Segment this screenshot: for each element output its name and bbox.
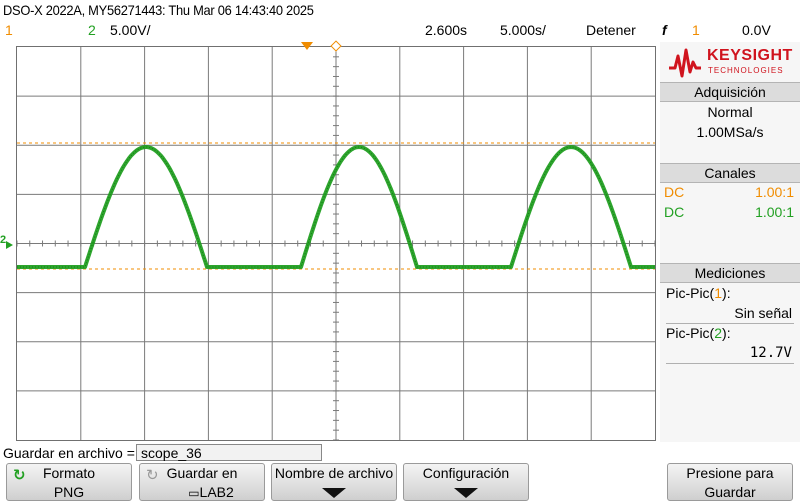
press-to-save-softkey[interactable]: Presione para Guardar — [667, 463, 793, 501]
measurement-1-value: Sin señal — [734, 305, 792, 321]
trigger-position-marker-icon[interactable] — [301, 42, 313, 50]
time-scale: 5.000s/ — [500, 22, 546, 38]
trigger-source: 1 — [692, 22, 700, 38]
submenu-arrow-icon — [454, 488, 478, 498]
channel-2-ground-marker[interactable]: 2 — [0, 234, 7, 246]
run-state: Detener — [586, 22, 636, 38]
time-offset: 2.600s — [425, 22, 468, 38]
rotate-icon: ↻ — [146, 467, 159, 484]
channels-header: Canales — [660, 163, 800, 183]
filename-field[interactable]: scope_36 — [136, 444, 322, 461]
measurement-2-value: 12.7V — [749, 345, 792, 361]
acquisition-header: Adquisición — [660, 82, 800, 102]
ground-marker-icon — [6, 241, 13, 249]
divider — [666, 363, 794, 364]
waveform-display[interactable] — [16, 46, 656, 441]
trigger-level: 0.0V — [742, 22, 771, 38]
channel-2-coupling: DC — [664, 204, 685, 220]
acquisition-mode: Normal — [707, 104, 753, 120]
sample-rate: 1.00MSa/s — [696, 124, 764, 140]
channel-2-scale: 5.00V/ — [110, 22, 151, 38]
save-to-file-label: Guardar en archivo = — [3, 445, 135, 461]
submenu-arrow-icon — [322, 488, 346, 498]
channel-2-trace-noise — [17, 146, 655, 268]
measurements-header: Mediciones — [660, 263, 800, 283]
channel-1-probe: 1.00:1 — [755, 184, 794, 200]
format-softkey[interactable]: ↻ Formato PNG — [6, 463, 132, 501]
channel-1-coupling: DC — [664, 184, 685, 200]
channel-1-indicator[interactable]: 1 — [5, 22, 13, 38]
brand-name: KEYSIGHT — [707, 47, 793, 64]
channel-2-probe: 1.00:1 — [755, 204, 794, 220]
graticule — [17, 47, 655, 440]
keysight-logo-icon — [668, 46, 702, 80]
rotate-icon: ↻ — [13, 467, 26, 484]
filename-softkey[interactable]: Nombre de archivo — [271, 463, 397, 501]
measurement-2-label: Pic-Pic(2): — [666, 325, 731, 341]
side-panel: KEYSIGHT TECHNOLOGIES Adquisición Normal… — [660, 42, 800, 442]
save-to-softkey[interactable]: ↻ Guardar en ▭LAB2 — [139, 463, 265, 501]
settings-softkey[interactable]: Configuración — [403, 463, 529, 501]
divider — [666, 323, 794, 324]
channel-2-indicator[interactable]: 2 — [88, 22, 96, 38]
measurement-1-label: Pic-Pic(1): — [666, 285, 731, 301]
folder-icon: ▭ — [188, 486, 200, 500]
brand-subtitle: TECHNOLOGIES — [708, 66, 784, 75]
instrument-title: DSO-X 2022A, MY56271443: Thu Mar 06 14:4… — [3, 2, 314, 18]
trigger-edge-icon: f — [662, 22, 667, 38]
